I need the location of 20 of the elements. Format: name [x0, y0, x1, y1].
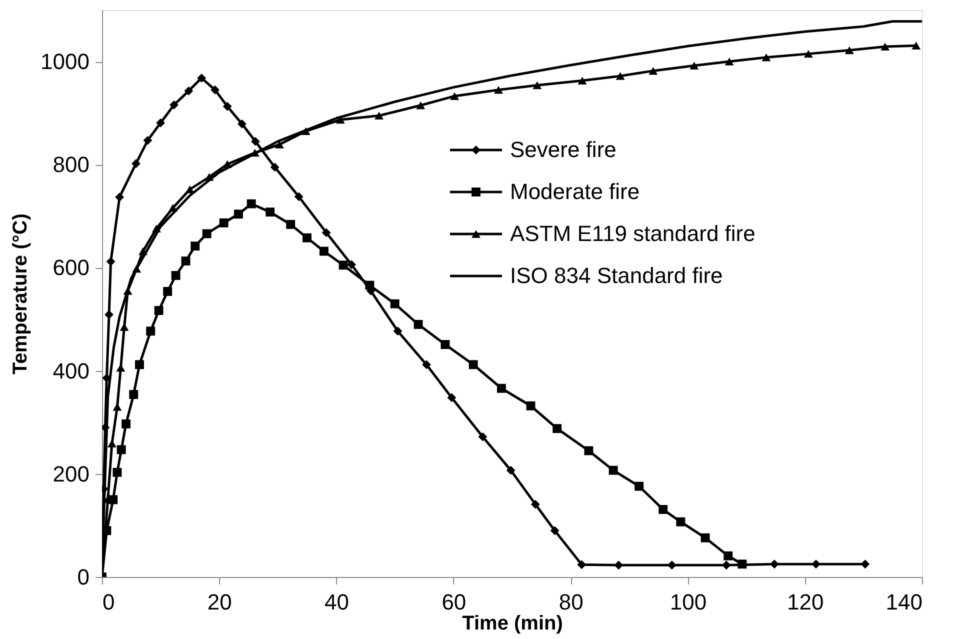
x-tick-label: 100 — [670, 590, 707, 614]
legend-label: ISO 834 Standard fire — [510, 263, 723, 288]
y-tick-label: 0 — [77, 564, 90, 590]
x-tick-label: 140 — [886, 590, 922, 614]
x-tick-label: 20 — [207, 590, 232, 614]
y-tick-label: 600 — [52, 255, 90, 280]
legend-label: ASTM E119 standard fire — [510, 221, 756, 246]
y-tick-label: 400 — [52, 358, 90, 384]
y-tick-label: 1000 — [40, 49, 90, 74]
x-tick-label: 40 — [324, 590, 350, 614]
x-tick-label: 80 — [558, 590, 584, 614]
y-axis-title: Temperature (°C) — [10, 214, 32, 374]
y-tick-label: 200 — [52, 461, 90, 486]
legend-label: Moderate fire — [510, 179, 640, 204]
x-tick-label: 0 — [102, 590, 115, 614]
y-tick-label: 800 — [52, 152, 90, 178]
x-tick-label: 60 — [442, 590, 466, 614]
x-tick-label: 120 — [787, 590, 824, 614]
legend-label: Severe fire — [510, 137, 616, 162]
x-axis-title: Time (min) — [462, 612, 563, 634]
